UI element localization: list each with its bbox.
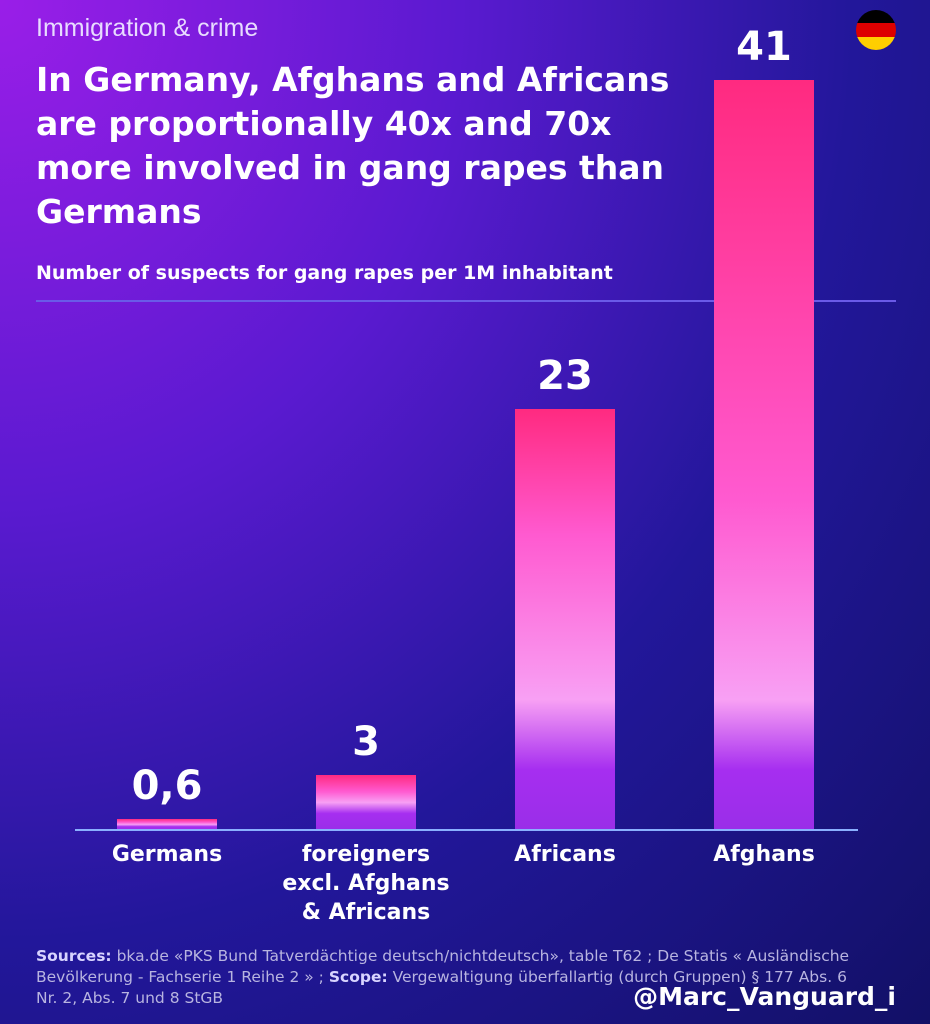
- divider: [36, 300, 896, 302]
- value-label: 0,6: [131, 763, 203, 810]
- category-label: foreigners excl. Afghans & Africans: [282, 842, 450, 925]
- value-label: 23: [537, 353, 593, 400]
- subtitle: Number of suspects for gang rapes per 1M…: [36, 262, 613, 284]
- handle: @Marc_Vanguard_i: [633, 982, 896, 1011]
- sources-text: bka.de «PKS Bund Tatverdächtige deutsch/…: [36, 947, 850, 986]
- sources: Sources: bka.de «PKS Bund Tatverdächtige…: [36, 946, 866, 1009]
- baseline: [75, 829, 858, 831]
- kicker: Immigration & crime: [36, 14, 259, 42]
- sources-label: Sources:: [36, 947, 112, 965]
- title: In Germany, Afghans and Africans are pro…: [36, 60, 670, 231]
- category-label: Germans: [111, 842, 223, 867]
- german-flag: [856, 10, 896, 50]
- bar: [714, 80, 814, 830]
- bar: [515, 409, 615, 830]
- value-label: 3: [352, 719, 380, 766]
- value-label: 41: [736, 24, 792, 70]
- scope-label: Scope:: [328, 968, 388, 986]
- category-label: Africans: [514, 842, 616, 867]
- scope-text: Vergewaltigung überfallartig (durch Grup…: [36, 968, 847, 1007]
- bar: [316, 775, 416, 830]
- category-label: Afghans: [713, 842, 815, 867]
- bar: [117, 819, 217, 830]
